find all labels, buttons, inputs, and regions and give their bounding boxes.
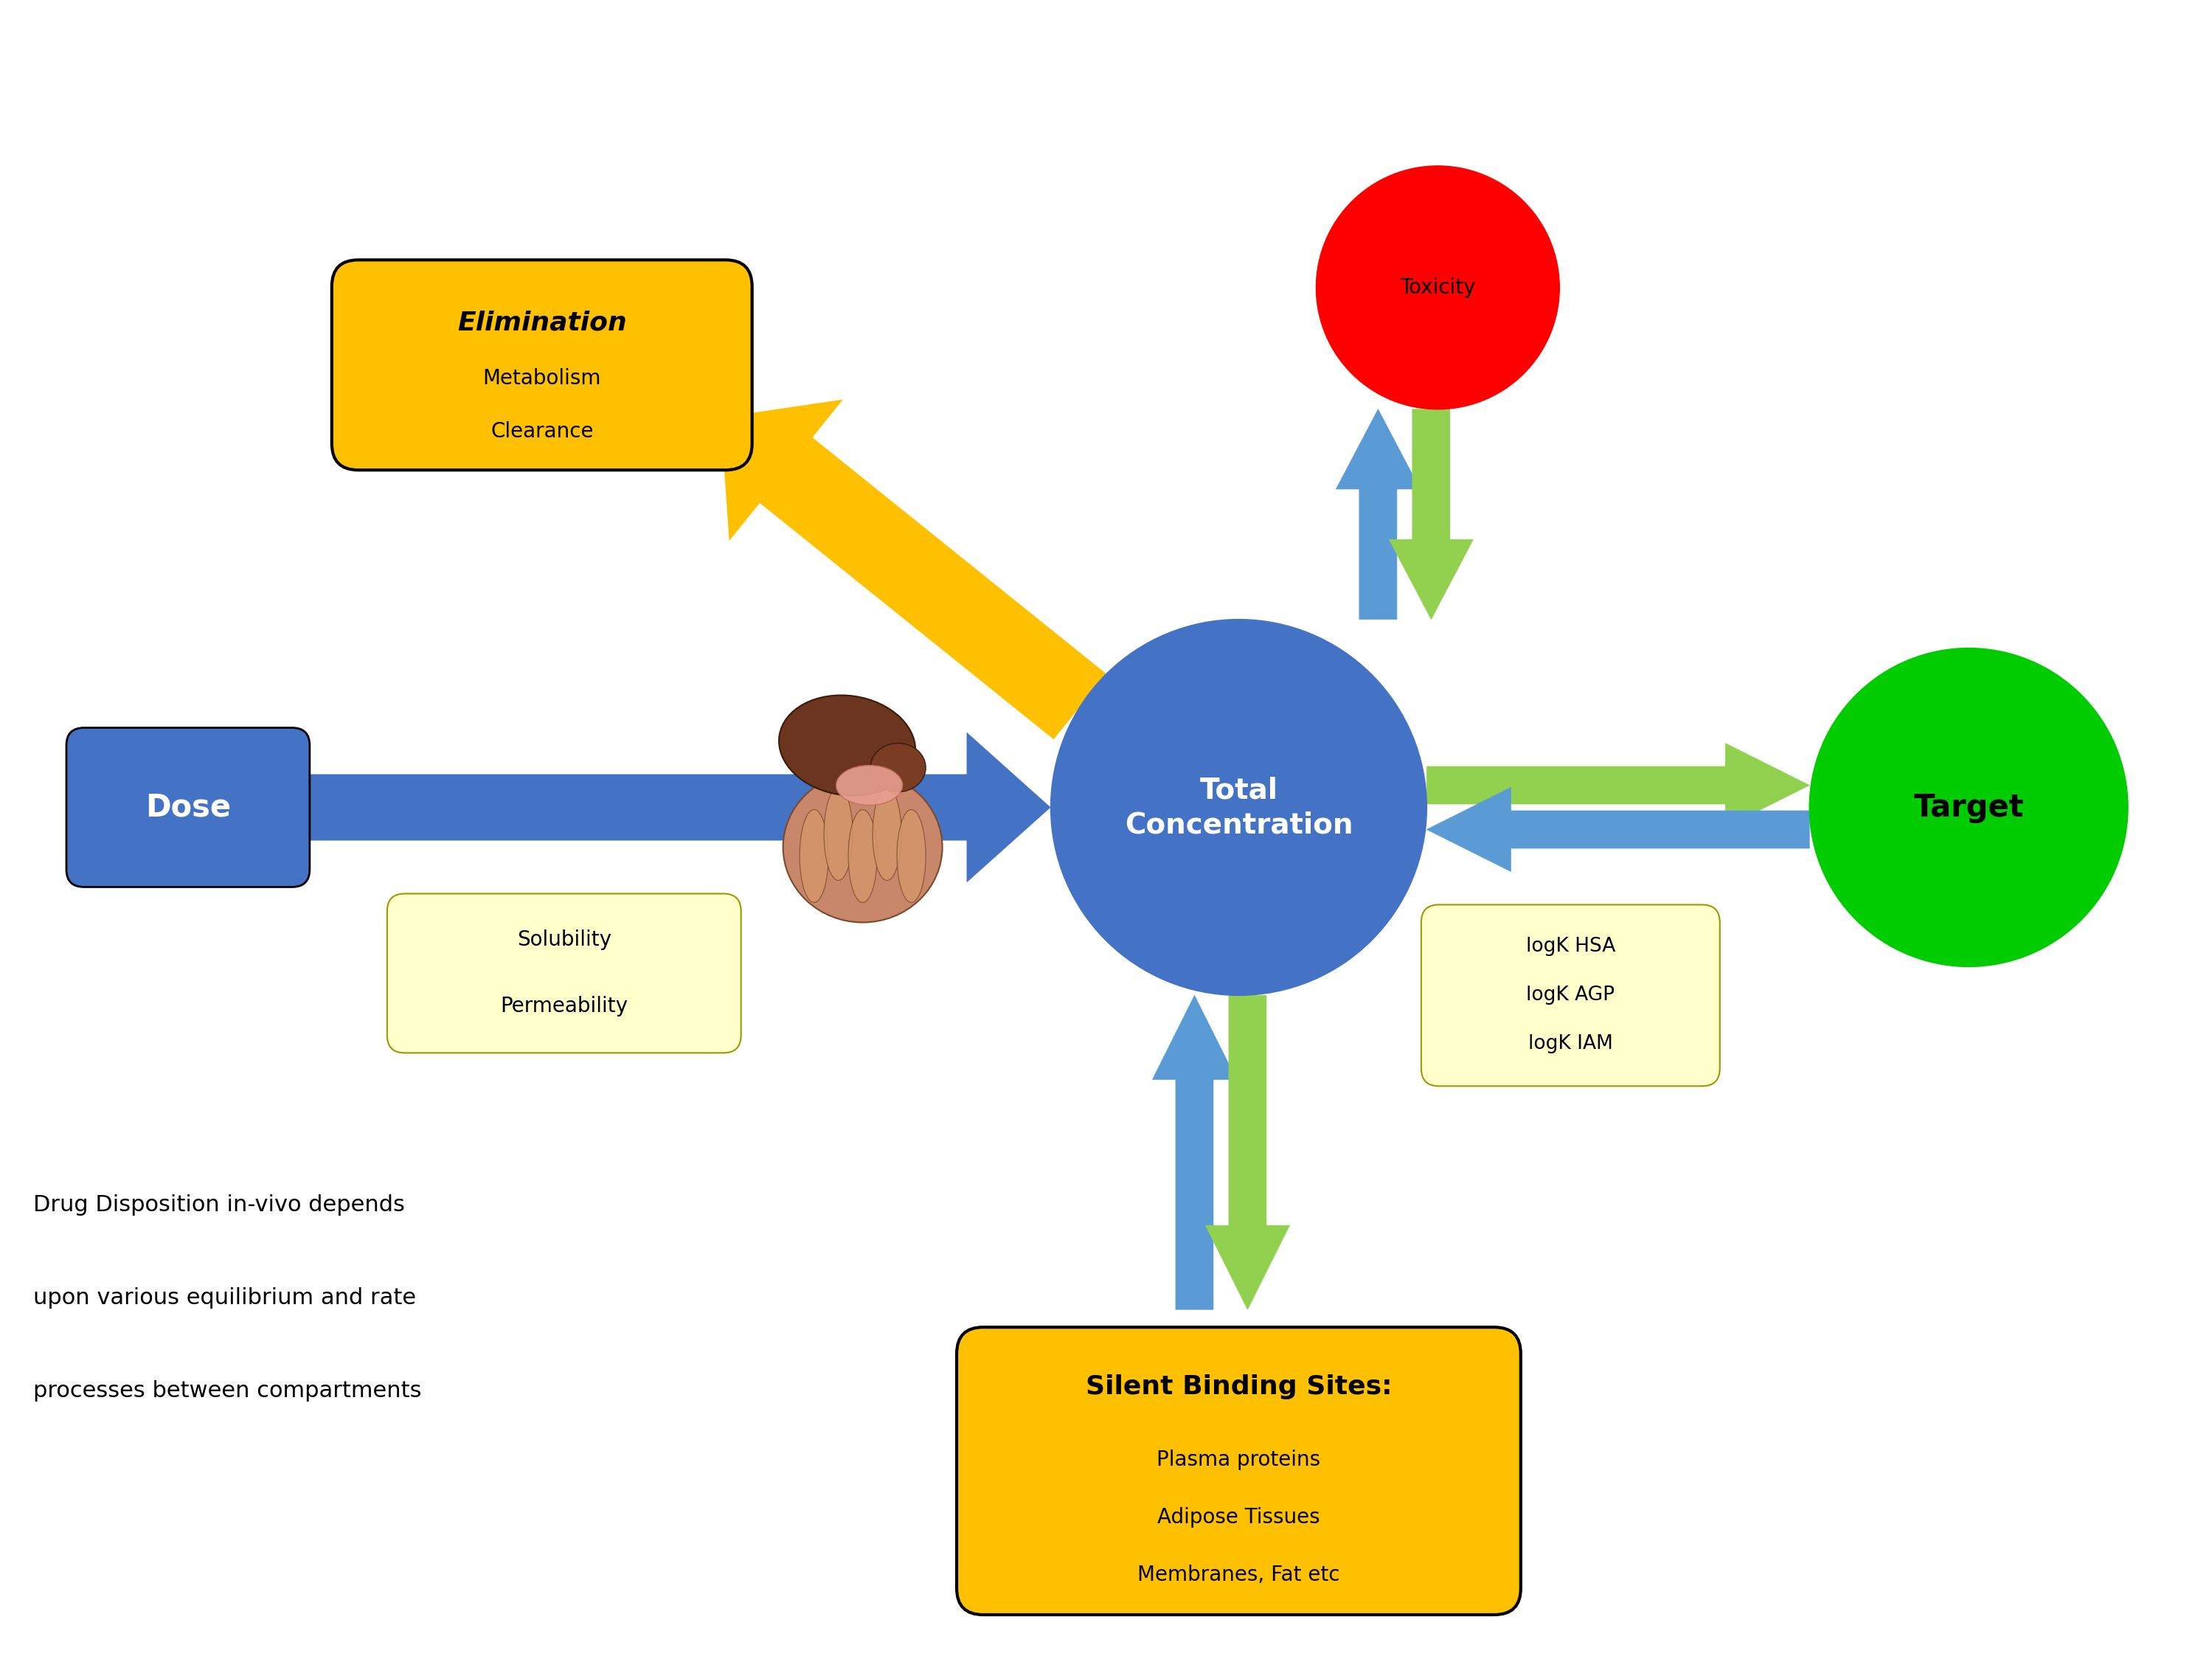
- Polygon shape: [310, 732, 1051, 883]
- Ellipse shape: [872, 788, 902, 881]
- Polygon shape: [1427, 743, 1809, 828]
- Text: Silent Binding Sites:: Silent Binding Sites:: [1086, 1374, 1391, 1400]
- Circle shape: [1316, 166, 1559, 410]
- Text: logK AGP: logK AGP: [1526, 985, 1615, 1005]
- Text: Solubility: Solubility: [518, 929, 611, 951]
- Text: Membranes, Fat etc: Membranes, Fat etc: [1137, 1564, 1340, 1586]
- Text: Drug Disposition in-vivo depends: Drug Disposition in-vivo depends: [33, 1194, 405, 1216]
- Text: Elimination: Elimination: [458, 310, 626, 335]
- Polygon shape: [1152, 995, 1237, 1309]
- Text: Adipose Tissues: Adipose Tissues: [1157, 1506, 1321, 1528]
- Circle shape: [1809, 649, 2128, 967]
- Polygon shape: [721, 400, 1106, 740]
- Ellipse shape: [783, 771, 942, 922]
- Ellipse shape: [849, 810, 876, 902]
- Ellipse shape: [872, 743, 927, 791]
- Ellipse shape: [836, 765, 902, 805]
- Polygon shape: [1206, 995, 1290, 1309]
- Text: Clearance: Clearance: [491, 421, 593, 441]
- Text: logK HSA: logK HSA: [1526, 937, 1615, 956]
- Text: Target: Target: [1913, 791, 2024, 823]
- FancyBboxPatch shape: [387, 894, 741, 1053]
- Text: processes between compartments: processes between compartments: [33, 1380, 422, 1402]
- Text: upon various equilibrium and rate: upon various equilibrium and rate: [33, 1287, 416, 1309]
- Ellipse shape: [823, 788, 854, 881]
- Text: Total
Concentration: Total Concentration: [1124, 776, 1354, 839]
- Polygon shape: [1389, 410, 1473, 619]
- Text: logK IAM: logK IAM: [1528, 1035, 1613, 1053]
- Text: Plasma proteins: Plasma proteins: [1157, 1450, 1321, 1470]
- FancyBboxPatch shape: [66, 728, 310, 888]
- Text: Metabolism: Metabolism: [482, 368, 602, 388]
- Polygon shape: [1427, 788, 1809, 871]
- Polygon shape: [1336, 410, 1420, 619]
- Ellipse shape: [898, 810, 927, 902]
- Ellipse shape: [801, 810, 827, 902]
- Text: Dose: Dose: [146, 791, 230, 823]
- FancyBboxPatch shape: [332, 260, 752, 469]
- FancyBboxPatch shape: [956, 1327, 1522, 1614]
- FancyBboxPatch shape: [1420, 904, 1721, 1087]
- Text: Toxicity: Toxicity: [1400, 277, 1475, 299]
- Text: Permeability: Permeability: [500, 995, 628, 1017]
- Ellipse shape: [779, 695, 916, 796]
- Circle shape: [1051, 619, 1427, 995]
